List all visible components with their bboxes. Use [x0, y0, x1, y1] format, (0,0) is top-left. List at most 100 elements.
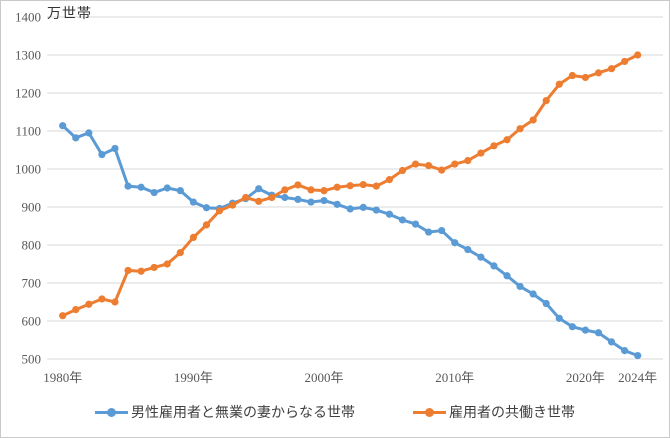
data-point	[111, 144, 119, 153]
legend-item-single-income-households: 男性雇用者と無業の妻からなる世帯	[95, 402, 355, 422]
data-point	[438, 166, 446, 174]
y-tick-label: 1100	[15, 124, 41, 139]
data-point	[594, 69, 603, 77]
data-point	[85, 300, 93, 308]
plot-area: 1400 1300 1200 1100 1000 900 800 700 600 5001980年…	[15, 10, 663, 385]
data-point	[568, 323, 576, 331]
data-point	[176, 249, 184, 257]
data-point	[372, 206, 380, 214]
data-point	[59, 312, 67, 320]
data-point	[607, 65, 616, 73]
data-point	[307, 198, 315, 206]
data-point	[294, 181, 302, 189]
x-tick-label: 1990年	[174, 370, 213, 385]
data-point	[281, 186, 289, 194]
data-point	[85, 129, 93, 137]
x-tick-label: 2024年	[618, 370, 657, 385]
data-point	[176, 187, 184, 195]
legend-item-dual-income-households: 雇用者の共働き世帯	[413, 402, 575, 422]
data-point	[425, 228, 433, 236]
x-tick-label: 1980年	[43, 370, 82, 385]
data-point	[581, 326, 590, 334]
x-tick-label: 2020年	[566, 370, 605, 385]
legend-label-single-income: 男性雇用者と無業の妻からなる世帯	[131, 406, 355, 421]
data-point	[477, 149, 485, 157]
data-point	[163, 184, 171, 192]
data-point	[451, 160, 459, 168]
data-point	[320, 187, 328, 195]
data-point	[529, 116, 537, 124]
y-axis-unit-label: 万世帯	[47, 7, 92, 22]
y-tick-label: 500	[22, 352, 42, 367]
y-tick-label: 700	[22, 276, 42, 291]
data-point	[411, 220, 420, 228]
data-point	[634, 351, 642, 360]
data-point	[581, 73, 590, 82]
data-point	[594, 329, 603, 337]
data-point	[72, 306, 80, 314]
data-point	[568, 71, 576, 80]
data-point	[464, 157, 472, 165]
data-point	[634, 51, 642, 59]
data-point	[333, 183, 341, 191]
x-tick-label: 2000年	[305, 370, 344, 385]
y-tick-label: 1400	[15, 10, 41, 25]
data-point	[555, 80, 563, 88]
data-point	[346, 182, 354, 190]
data-point	[242, 193, 250, 202]
data-point	[398, 216, 407, 224]
data-point	[98, 295, 106, 303]
data-point	[385, 210, 393, 218]
data-point	[202, 221, 211, 229]
y-tick-label: 1000	[15, 162, 41, 177]
y-tick-label: 900	[22, 200, 42, 215]
data-point	[333, 200, 341, 208]
y-tick-label: 600	[22, 314, 42, 329]
data-point	[124, 266, 132, 275]
data-point	[411, 160, 420, 168]
data-point	[607, 338, 616, 346]
data-point	[503, 272, 511, 280]
data-point	[385, 176, 393, 184]
y-tick-label: 1300	[15, 48, 41, 63]
data-point	[72, 134, 80, 142]
data-point	[477, 253, 485, 261]
data-point	[372, 182, 380, 190]
data-point	[111, 298, 119, 306]
data-point	[307, 186, 315, 194]
data-point	[621, 347, 629, 355]
data-point	[124, 182, 132, 190]
data-point	[542, 299, 550, 308]
data-point	[359, 180, 367, 189]
data-point	[516, 282, 524, 291]
data-point	[555, 314, 563, 322]
data-point	[163, 260, 171, 268]
data-point	[189, 198, 197, 206]
legend: 男性雇用者と無業の妻からなる世帯 雇用者の共働き世帯	[1, 402, 669, 422]
data-point	[398, 166, 407, 175]
data-point	[137, 267, 145, 275]
data-point	[59, 122, 67, 130]
legend-marker-orange-line-icon	[413, 407, 446, 417]
data-point	[529, 290, 537, 298]
legend-label-dual-income: 雇用者の共働き世帯	[449, 406, 575, 421]
data-point	[451, 239, 459, 247]
data-point	[464, 245, 472, 254]
data-point	[150, 263, 158, 272]
data-point	[202, 204, 211, 212]
y-tick-label: 1200	[15, 86, 41, 101]
data-point	[255, 197, 263, 205]
data-point	[215, 207, 224, 215]
data-point	[294, 195, 302, 203]
data-point	[189, 233, 197, 241]
data-point	[490, 262, 498, 270]
data-point	[98, 150, 106, 159]
data-point	[490, 142, 498, 150]
data-point	[359, 203, 367, 211]
data-point	[228, 201, 237, 209]
data-point	[516, 125, 524, 133]
data-point	[425, 161, 433, 170]
data-point	[346, 205, 354, 213]
data-point	[621, 57, 629, 66]
